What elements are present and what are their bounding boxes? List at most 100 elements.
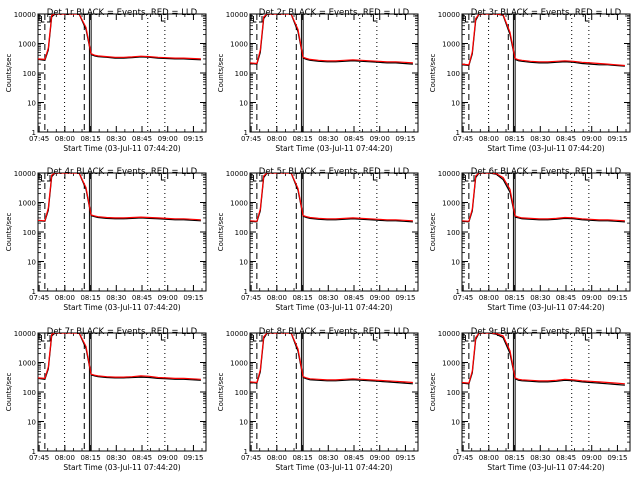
x-tick-label: 09:15: [183, 294, 203, 302]
x-tick-label: 08:45: [556, 135, 576, 143]
y-tick-label: 1000: [18, 360, 36, 368]
y-tick-label: 10: [451, 419, 460, 427]
x-tick-label: 09:15: [395, 454, 415, 462]
x-tick-label: 08:30: [106, 294, 126, 302]
y-tick-label: 100: [447, 229, 460, 237]
x-tick-label: 07:45: [453, 294, 473, 302]
x-tick-label: 08:45: [132, 294, 152, 302]
y-tick-label: 10000: [226, 330, 248, 338]
y-tick-label: 10000: [14, 330, 36, 338]
y-tick-label: 1: [244, 448, 248, 456]
x-tick-label: 07:45: [241, 294, 261, 302]
x-tick-label: 08:30: [106, 454, 126, 462]
interval-bracket: [160, 174, 166, 181]
chart-panel-1: 1 10 100 1000 10000 07:45 08:00 08:15 08:30 08:45…: [5, 8, 207, 153]
y-axis-label: Counts/sec: [217, 373, 225, 412]
chart-title: Det 5r BLACK = Events, RED = LLD: [259, 167, 410, 177]
interval-bracket: [160, 15, 166, 22]
lld-series-line: [462, 333, 625, 385]
x-tick-label: 08:15: [504, 294, 524, 302]
x-tick-label: 08:30: [530, 135, 550, 143]
interval-bracket: [372, 15, 378, 22]
lld-series-line: [250, 333, 413, 384]
interval-bracket: [464, 16, 475, 23]
x-tick-label: 08:15: [504, 135, 524, 143]
x-tick-label: 07:45: [241, 135, 261, 143]
interval-bracket: [584, 334, 590, 341]
interval-bracket: [464, 335, 475, 342]
x-tick-label: 08:00: [267, 294, 287, 302]
x-tick-label: 09:15: [395, 135, 415, 143]
chart-panel-4: 1 10 100 1000 10000 07:45 08:00 08:15 08:30 08:45…: [5, 167, 207, 312]
chart-panel-8: 1 10 100 1000 10000 07:45 08:00 08:15 08:30 08:45…: [217, 327, 419, 472]
x-tick-label: 09:15: [395, 294, 415, 302]
x-axis-label: Start Time (03-Jul-11 07:44:20): [275, 144, 392, 153]
y-axis-label: Counts/sec: [429, 373, 437, 412]
y-tick-label: 10000: [438, 330, 460, 338]
interval-bracket: [252, 16, 263, 23]
chart-title: Det 4r BLACK = Events, RED = LLD: [47, 167, 198, 177]
events-series-line: [462, 14, 625, 67]
x-tick-label: 08:45: [344, 454, 364, 462]
y-tick-label: 10000: [226, 170, 248, 178]
chart-title: Det 6r BLACK = Events, RED = LLD: [471, 167, 622, 177]
y-tick-label: 10000: [14, 170, 36, 178]
chart-title: Det 3r BLACK = Events, RED = LLD: [471, 8, 622, 18]
lld-series-line: [250, 14, 413, 65]
interval-bracket: [40, 335, 51, 342]
y-tick-label: 1: [244, 288, 248, 296]
y-tick-label: 100: [23, 389, 36, 397]
chart-title: Det 8r BLACK = Events, RED = LLD: [259, 327, 410, 337]
interval-bracket: [160, 334, 166, 341]
x-tick-label: 08:15: [80, 294, 100, 302]
x-tick-label: 08:00: [267, 454, 287, 462]
y-axis-label: Counts/sec: [217, 54, 225, 93]
y-tick-label: 100: [235, 229, 248, 237]
x-axis-label: Start Time (03-Jul-11 07:44:20): [487, 463, 604, 472]
y-tick-label: 1: [456, 448, 460, 456]
x-tick-label: 09:00: [158, 135, 178, 143]
y-tick-label: 10: [239, 419, 248, 427]
x-tick-label: 08:00: [55, 454, 75, 462]
interval-bracket: [464, 175, 475, 182]
interval-bracket: [40, 175, 51, 182]
x-tick-label: 08:00: [267, 135, 287, 143]
chart-panel-3: 1 10 100 1000 10000 07:45 08:00 08:15 08:30 08:45…: [429, 8, 631, 153]
lld-series-line: [462, 173, 625, 222]
x-tick-label: 09:00: [582, 135, 602, 143]
y-tick-label: 100: [235, 389, 248, 397]
chart-panel-9: 1 10 100 1000 10000 07:45 08:00 08:15 08:30 08:45…: [429, 327, 631, 472]
y-tick-label: 1000: [230, 200, 248, 208]
y-tick-label: 1000: [230, 360, 248, 368]
plot-frame: [249, 172, 419, 292]
y-tick-label: 1: [456, 129, 460, 137]
y-tick-label: 100: [447, 389, 460, 397]
y-tick-label: 100: [447, 70, 460, 78]
events-series-line: [250, 14, 413, 65]
y-axis-label: Counts/sec: [5, 213, 13, 252]
chart-panel-7: 1 10 100 1000 10000 07:45 08:00 08:15 08:30 08:45…: [5, 327, 207, 472]
x-tick-label: 08:30: [530, 454, 550, 462]
chart-title: Det 9r BLACK = Events, RED = LLD: [471, 327, 622, 337]
events-series-line: [250, 333, 413, 385]
interval-bracket: [252, 335, 263, 342]
x-axis-label: Start Time (03-Jul-11 07:44:20): [63, 463, 180, 472]
chart-panel-5: 1 10 100 1000 10000 07:45 08:00 08:15 08:30 08:45…: [217, 167, 419, 312]
x-axis-label: Start Time (03-Jul-11 07:44:20): [487, 303, 604, 312]
plot-frame: [461, 172, 631, 292]
y-axis-label: Counts/sec: [5, 54, 13, 93]
x-axis-label: Start Time (03-Jul-11 07:44:20): [487, 144, 604, 153]
y-tick-label: 10000: [438, 170, 460, 178]
y-tick-label: 1000: [442, 360, 460, 368]
y-tick-label: 1000: [230, 41, 248, 49]
x-tick-label: 08:00: [55, 294, 75, 302]
lld-series-line: [250, 173, 413, 222]
y-tick-label: 10: [27, 419, 36, 427]
y-tick-label: 100: [23, 229, 36, 237]
x-tick-label: 08:45: [344, 135, 364, 143]
x-tick-label: 09:00: [158, 294, 178, 302]
events-series-line: [38, 333, 201, 381]
lld-series-line: [38, 14, 201, 61]
y-tick-label: 1000: [442, 41, 460, 49]
